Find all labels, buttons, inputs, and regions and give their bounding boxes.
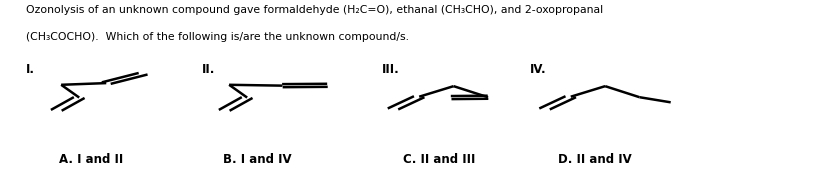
Text: II.: II.: [202, 63, 215, 76]
Text: IV.: IV.: [530, 63, 547, 76]
Text: Ozonolysis of an unknown compound gave formaldehyde (H₂C=O), ethanal (CH₃CHO), a: Ozonolysis of an unknown compound gave f…: [26, 5, 603, 15]
Text: B. I and IV: B. I and IV: [223, 153, 291, 166]
Text: III.: III.: [382, 63, 400, 76]
Text: I.: I.: [26, 63, 35, 76]
Text: D. II and IV: D. II and IV: [558, 153, 632, 166]
Text: (CH₃COCHO).  Which of the following is/are the unknown compound/s.: (CH₃COCHO). Which of the following is/ar…: [26, 32, 409, 42]
Text: A. I and II: A. I and II: [58, 153, 123, 166]
Text: C. II and III: C. II and III: [403, 153, 475, 166]
